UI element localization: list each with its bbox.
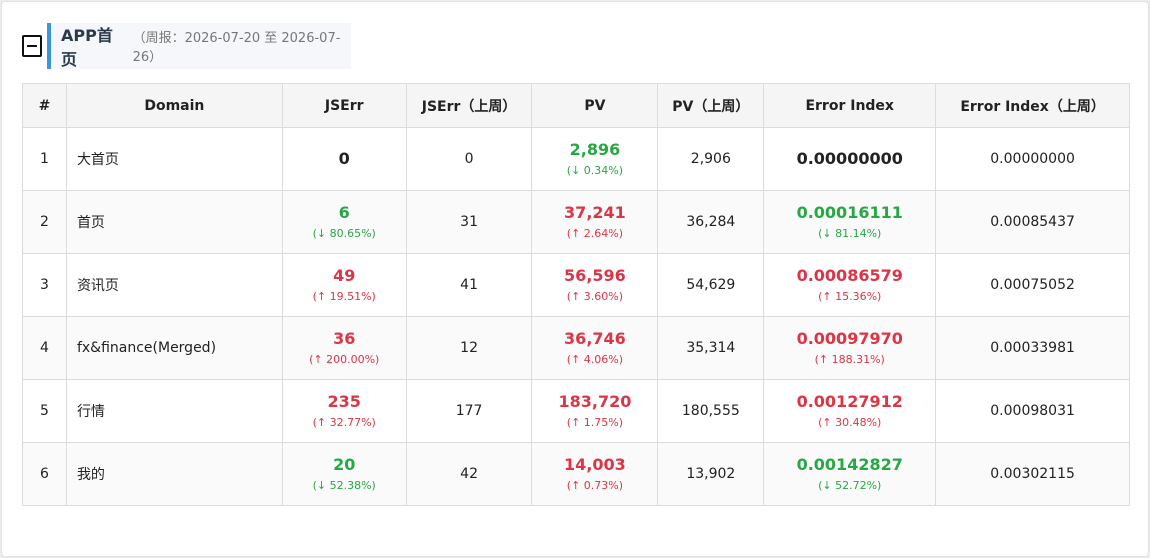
error-index-value: 0.00000000	[796, 149, 903, 168]
column-header: Domain	[65, 83, 283, 128]
jserr-value: 49	[333, 265, 356, 285]
error-index-prev: 0.00098031	[990, 403, 1075, 419]
domain-name: 我的	[76, 467, 105, 483]
row-index: 3	[40, 277, 49, 293]
pv-prev: 54,629	[686, 277, 736, 293]
error-index-prev: 0.00033981	[990, 340, 1075, 356]
document-icon	[22, 34, 42, 57]
error-index-value: 0.00127912	[796, 391, 903, 411]
table-header-row: # Domain JSErr JSErr（上周） PV PV（上周） Error…	[22, 83, 1130, 128]
jserr-change: (↑ 19.51%)	[312, 289, 376, 303]
column-header: #	[22, 83, 67, 128]
jserr-prev: 177	[455, 403, 483, 419]
row-index: 2	[40, 214, 49, 230]
pv-value: 56,596	[564, 265, 626, 285]
column-header: JSErr	[281, 83, 407, 128]
table-row: 4 fx&finance(Merged) 36 (↑ 200.00%) 12 36,746…	[22, 316, 1130, 380]
table-row: 1 大首页 0 0 2,896 (↓ 0.34%) 2,906 0.00000000 0.000…	[22, 127, 1130, 191]
domain-name: 大首页	[76, 152, 119, 168]
pv-change: (↑ 2.64%)	[566, 226, 624, 240]
jserr-value: 0	[338, 149, 350, 168]
error-index-change: (↑ 15.36%)	[818, 289, 882, 303]
error-index-prev: 0.00302115	[990, 466, 1075, 482]
jserr-change: (↑ 200.00%)	[309, 352, 380, 366]
report-header: APP首页 （周报：2026-07-20 至 2026-07-26）	[22, 22, 351, 69]
column-header: JSErr（上周）	[405, 83, 533, 128]
pv-value: 183,720	[558, 391, 632, 411]
jserr-value: 36	[333, 328, 356, 348]
pv-value: 36,746	[564, 328, 626, 348]
error-index-value: 0.00086579	[796, 265, 903, 285]
pv-prev: 180,555	[681, 403, 740, 419]
domain-name: 资讯页	[76, 278, 119, 294]
row-index: 4	[40, 340, 49, 356]
pv-prev: 13,902	[686, 466, 736, 482]
jserr-prev: 42	[460, 466, 478, 482]
error-index-change: (↓ 52.72%)	[818, 478, 882, 492]
error-index-prev: 0.00000000	[990, 151, 1075, 167]
column-header: Error Index	[763, 83, 937, 128]
column-header: PV（上周）	[657, 83, 765, 128]
error-index-value: 0.00142827	[796, 454, 903, 474]
jserr-change: (↓ 52.38%)	[312, 478, 376, 492]
pv-prev: 36,284	[686, 214, 736, 230]
column-header: Error Index（上周）	[935, 83, 1130, 128]
error-index-prev: 0.00085437	[990, 214, 1075, 230]
pv-value: 2,896	[569, 139, 621, 159]
jserr-prev: 41	[460, 277, 478, 293]
domain-name: 行情	[76, 404, 105, 420]
domain-name: 首页	[76, 215, 105, 231]
jserr-change: (↓ 80.65%)	[312, 226, 376, 240]
metrics-table: # Domain JSErr JSErr（上周） PV PV（上周） Error…	[22, 83, 1130, 506]
jserr-value: 6	[338, 202, 350, 222]
error-index-change: (↑ 188.31%)	[814, 352, 885, 366]
jserr-prev: 31	[460, 214, 478, 230]
table-row: 5 行情 235 (↑ 32.77%) 177 183,720 (↑ 1.75%) 180,5…	[22, 379, 1130, 443]
jserr-value: 20	[333, 454, 356, 474]
pv-value: 14,003	[564, 454, 626, 474]
domain-name: fx&finance(Merged)	[76, 340, 217, 356]
error-index-value: 0.00097970	[796, 328, 903, 348]
pv-change: (↑ 3.60%)	[566, 289, 624, 303]
error-index-change: (↑ 30.48%)	[818, 415, 882, 429]
pv-change: (↑ 4.06%)	[566, 352, 624, 366]
page-title: APP首页	[61, 25, 113, 69]
row-index: 5	[40, 403, 49, 419]
jserr-prev: 0	[464, 151, 474, 167]
jserr-prev: 12	[460, 340, 478, 356]
table-row: 6 我的 20 (↓ 52.38%) 42 14,003 (↑ 0.73%) 13,902 0.…	[22, 442, 1130, 506]
error-index-prev: 0.00075052	[990, 277, 1075, 293]
title-box: APP首页 （周报：2026-07-20 至 2026-07-26）	[47, 22, 351, 69]
column-header: PV	[531, 83, 659, 128]
row-index: 1	[40, 151, 49, 167]
pv-change: (↑ 1.75%)	[566, 415, 624, 429]
error-index-change: (↓ 81.14%)	[818, 226, 882, 240]
jserr-change: (↑ 32.77%)	[312, 415, 376, 429]
pv-prev: 2,906	[690, 151, 731, 167]
jserr-value: 235	[327, 391, 361, 411]
table-row: 3 资讯页 49 (↑ 19.51%) 41 56,596 (↑ 3.60%) 54,629 0…	[22, 253, 1130, 317]
table-row: 2 首页 6 (↓ 80.65%) 31 37,241 (↑ 2.64%) 36,284 0.0…	[22, 190, 1130, 254]
pv-prev: 35,314	[686, 340, 736, 356]
pv-value: 37,241	[564, 202, 626, 222]
pv-change: (↑ 0.73%)	[566, 478, 624, 492]
page-subtitle: （周报：2026-07-20 至 2026-07-26）	[132, 30, 341, 65]
pv-change: (↓ 0.34%)	[566, 163, 624, 177]
row-index: 6	[40, 466, 49, 482]
error-index-value: 0.00016111	[796, 202, 903, 222]
